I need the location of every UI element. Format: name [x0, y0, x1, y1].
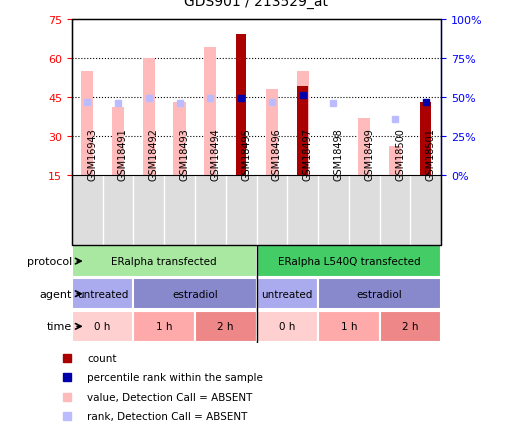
Bar	[204, 48, 216, 176]
Bar	[298, 87, 308, 176]
Bar	[358, 118, 370, 176]
Bar	[81, 72, 93, 176]
Bar	[112, 108, 124, 176]
Bar	[297, 72, 309, 176]
Text: GSM18497: GSM18497	[303, 128, 312, 181]
Bar	[72, 311, 133, 342]
Bar	[133, 311, 195, 342]
Text: GSM18492: GSM18492	[149, 128, 159, 181]
Text: estradiol: estradiol	[172, 289, 218, 299]
Bar	[380, 311, 441, 342]
Text: 2 h: 2 h	[402, 322, 419, 332]
Bar	[318, 311, 380, 342]
Text: untreated: untreated	[262, 289, 313, 299]
Text: GSM18501: GSM18501	[426, 128, 436, 181]
Text: agent: agent	[40, 289, 72, 299]
Text: 0 h: 0 h	[279, 322, 295, 332]
Text: ERalpha transfected: ERalpha transfected	[111, 256, 217, 266]
Text: GSM18495: GSM18495	[241, 128, 251, 181]
Bar	[256, 311, 318, 342]
Text: GSM18491: GSM18491	[118, 128, 128, 181]
Text: GSM18499: GSM18499	[364, 128, 374, 181]
Text: 1 h: 1 h	[341, 322, 357, 332]
Text: GSM18496: GSM18496	[272, 128, 282, 181]
Text: percentile rank within the sample: percentile rank within the sample	[87, 373, 263, 382]
Bar	[143, 59, 155, 176]
Bar	[318, 279, 441, 310]
Text: 0 h: 0 h	[94, 322, 111, 332]
Bar	[389, 147, 401, 176]
Text: 1 h: 1 h	[156, 322, 172, 332]
Bar	[236, 35, 247, 176]
Text: untreated: untreated	[77, 289, 128, 299]
Bar	[133, 279, 256, 310]
Bar	[256, 246, 441, 277]
Bar	[195, 311, 256, 342]
Text: count: count	[87, 354, 117, 363]
Text: value, Detection Call = ABSENT: value, Detection Call = ABSENT	[87, 392, 252, 401]
Text: GSM18493: GSM18493	[180, 128, 189, 181]
Bar	[266, 90, 278, 176]
Text: time: time	[47, 322, 72, 332]
Bar	[173, 103, 186, 176]
Bar	[72, 279, 133, 310]
Bar	[256, 279, 318, 310]
Text: rank, Detection Call = ABSENT: rank, Detection Call = ABSENT	[87, 411, 248, 421]
Text: GSM18500: GSM18500	[395, 128, 405, 181]
Text: protocol: protocol	[27, 256, 72, 266]
Text: GDS901 / 213529_at: GDS901 / 213529_at	[185, 0, 328, 9]
Text: GSM18498: GSM18498	[333, 128, 343, 181]
Text: GSM16943: GSM16943	[87, 128, 97, 181]
Bar	[421, 103, 431, 176]
Text: GSM18494: GSM18494	[210, 128, 220, 181]
Text: 2 h: 2 h	[218, 322, 234, 332]
Text: estradiol: estradiol	[357, 289, 403, 299]
Bar	[72, 246, 256, 277]
Text: ERalpha L540Q transfected: ERalpha L540Q transfected	[278, 256, 420, 266]
